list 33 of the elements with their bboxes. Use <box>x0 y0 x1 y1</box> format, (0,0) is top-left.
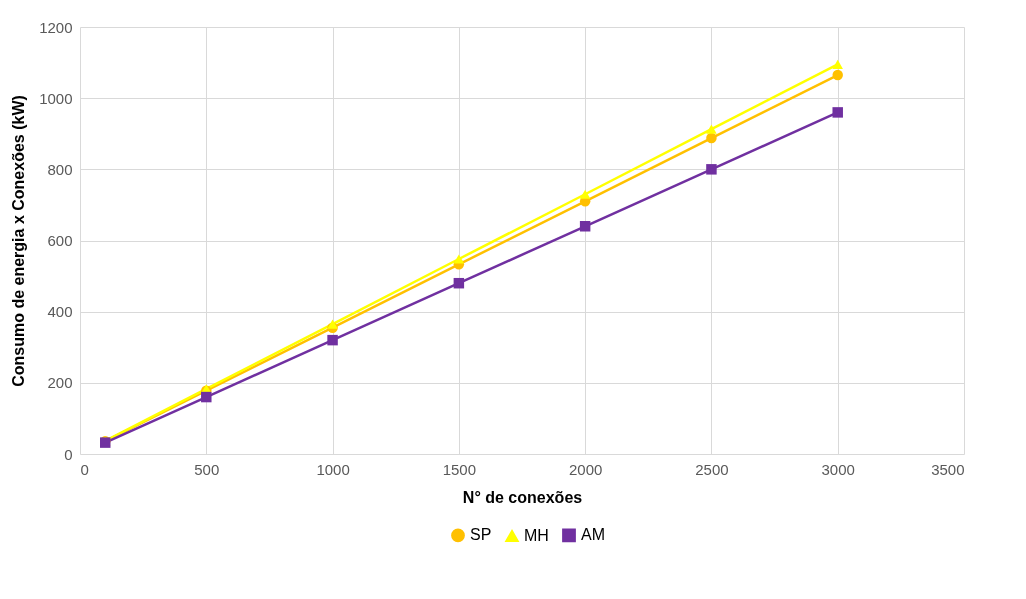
y-tick-label: 400 <box>47 303 73 321</box>
legend-label: MH <box>524 526 549 544</box>
point <box>706 132 717 144</box>
point <box>706 124 717 134</box>
point <box>453 254 465 264</box>
y-tick-label: 0 <box>64 445 73 463</box>
y-axis-title: Consumo de energia x Conexões (kW) <box>10 95 28 387</box>
y-tick-label: 600 <box>47 232 73 249</box>
point <box>832 69 843 81</box>
x-tick-label: 1500 <box>442 460 477 478</box>
point <box>327 334 338 346</box>
y-tick-label: 1000 <box>39 89 73 107</box>
point <box>579 189 591 199</box>
point <box>327 319 338 329</box>
point <box>453 277 465 289</box>
y-tick-label: 1200 <box>39 18 73 36</box>
point <box>706 164 717 175</box>
x-tick-label: 1000 <box>316 460 350 478</box>
point <box>579 221 591 232</box>
point <box>832 59 843 69</box>
point <box>201 391 212 403</box>
x-tick-label: 0 <box>80 460 89 478</box>
y-tick-label: 200 <box>47 374 73 392</box>
legend-label: SP <box>470 526 492 544</box>
x-tick-label: 3000 <box>821 460 855 478</box>
x-tick-label: 2500 <box>695 460 729 478</box>
x-tick-label: 2000 <box>568 460 603 478</box>
point <box>832 107 843 118</box>
y-tick-label: 800 <box>47 160 73 178</box>
x-axis-title: N° de conexões <box>462 488 583 506</box>
legend-label: AM <box>581 526 605 544</box>
x-tick-label: 500 <box>194 460 220 478</box>
x-tick-label: 3500 <box>931 460 965 478</box>
